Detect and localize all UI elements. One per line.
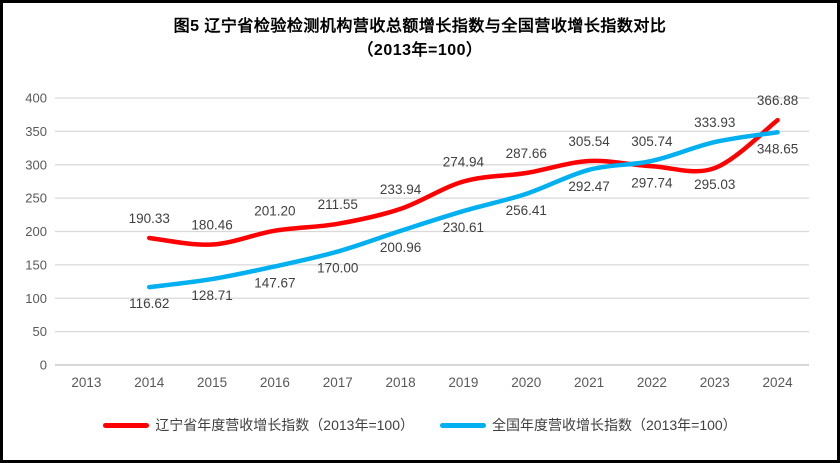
data-label: 297.74 xyxy=(631,175,673,190)
data-label: 200.96 xyxy=(380,240,421,255)
x-tick-label: 2017 xyxy=(323,375,353,390)
data-label: 366.88 xyxy=(757,93,798,108)
data-label: 128.71 xyxy=(191,288,232,303)
y-tick-label: 200 xyxy=(25,224,47,239)
x-tick-label: 2024 xyxy=(763,375,794,390)
legend: 辽宁省年度营收增长指数（2013年=100） 全国年度营收增长指数（2013年=… xyxy=(3,415,837,435)
data-label: 348.65 xyxy=(757,141,798,156)
data-label: 295.03 xyxy=(694,177,735,192)
data-label: 170.00 xyxy=(317,261,358,276)
legend-label-national: 全国年度营收增长指数（2013年=100） xyxy=(492,417,737,433)
x-tick-label: 2015 xyxy=(197,375,227,390)
chart-title-line2: （2013年=100） xyxy=(357,42,483,59)
data-label: 287.66 xyxy=(506,146,547,161)
x-tick-label: 2016 xyxy=(260,375,290,390)
y-tick-label: 250 xyxy=(25,191,47,206)
x-tick-label: 2013 xyxy=(71,375,101,390)
x-tick-label: 2021 xyxy=(574,375,604,390)
legend-label-liaoning: 辽宁省年度营收增长指数（2013年=100） xyxy=(155,417,414,433)
chart-title-line1: 图5 辽宁省检验检测机构营收总额增长指数与全国营收增长指数对比 xyxy=(173,18,667,35)
x-tick-label: 2018 xyxy=(386,375,416,390)
data-label: 274.94 xyxy=(443,154,485,169)
y-tick-label: 400 xyxy=(25,91,47,106)
x-tick-label: 2022 xyxy=(637,375,667,390)
y-tick-label: 300 xyxy=(25,157,47,172)
data-label: 333.93 xyxy=(694,115,735,130)
data-label: 233.94 xyxy=(380,182,422,197)
x-tick-label: 2020 xyxy=(511,375,541,390)
legend-item-national: 全国年度营收增长指数（2013年=100） xyxy=(440,415,737,435)
data-label: 230.61 xyxy=(443,220,484,235)
legend-item-liaoning: 辽宁省年度营收增长指数（2013年=100） xyxy=(103,415,414,435)
x-tick-label: 2014 xyxy=(134,375,165,390)
data-label: 147.67 xyxy=(254,275,295,290)
data-label: 201.20 xyxy=(254,204,295,219)
data-label: 305.54 xyxy=(568,134,610,149)
data-label: 211.55 xyxy=(318,197,358,212)
y-tick-label: 0 xyxy=(40,358,47,373)
data-label: 305.74 xyxy=(631,134,673,149)
y-tick-label: 150 xyxy=(25,257,47,272)
x-tick-label: 2019 xyxy=(448,375,478,390)
data-label: 256.41 xyxy=(506,203,547,218)
series-line-0 xyxy=(147,117,780,247)
series-line-1 xyxy=(147,130,780,290)
data-label: 190.33 xyxy=(129,211,170,226)
red-line-swatch xyxy=(103,422,150,428)
y-tick-label: 350 xyxy=(25,124,47,139)
data-label: 180.46 xyxy=(191,218,232,233)
data-label: 292.47 xyxy=(568,179,609,194)
x-tick-label: 2023 xyxy=(700,375,730,390)
y-tick-label: 50 xyxy=(33,324,47,339)
data-label: 116.62 xyxy=(129,296,169,311)
blue-line-swatch xyxy=(440,422,486,428)
y-tick-label: 100 xyxy=(25,291,47,306)
chart-title: 图5 辽宁省检验检测机构营收总额增长指数与全国营收增长指数对比 （2013年=1… xyxy=(3,15,837,63)
line-chart-plot: 0 50 100 150 200 250 300 350 400 2013 2014 2015 2016… xyxy=(25,91,809,390)
